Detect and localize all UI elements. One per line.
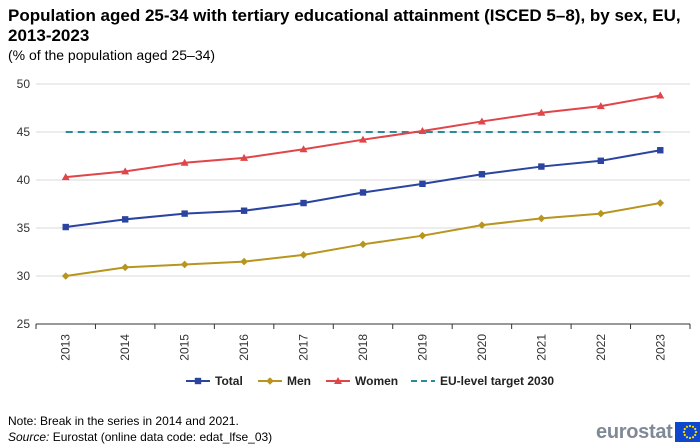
men-line: [65, 202, 661, 277]
total-point: [62, 223, 69, 231]
total-point: [538, 163, 545, 170]
x-tick-label: 2014: [118, 334, 132, 361]
x-tick-label: 2022: [594, 334, 608, 361]
line-chart: 25 30 35 40 45 50 2013 2014 2015 2016 2017 2018 2019…: [17, 77, 691, 388]
men-point: [418, 231, 427, 240]
women-point: [477, 117, 486, 125]
men-point: [61, 272, 70, 280]
total-point: [121, 216, 129, 223]
footnote: Note: Break in the series in 2014 and 20…: [8, 414, 239, 428]
total-point: [181, 210, 188, 217]
y-tick-label: 50: [17, 77, 31, 91]
women-point: [418, 127, 427, 135]
y-tick-label: 35: [17, 221, 31, 235]
legend-men-label: Men: [287, 374, 311, 388]
women-point: [240, 153, 249, 161]
men-point: [537, 214, 546, 223]
y-tick-label: 40: [17, 173, 31, 187]
legend-men-point: [266, 377, 274, 385]
men-point: [240, 257, 248, 266]
y-tick-label: 30: [17, 269, 31, 283]
women-point: [299, 145, 308, 153]
men-point: [299, 251, 308, 259]
y-tick-label: 25: [17, 317, 31, 331]
men-point: [478, 221, 486, 229]
x-tick-label: 2017: [297, 334, 311, 361]
women-point: [359, 135, 367, 143]
legend-total-point: [194, 377, 202, 385]
x-tick-label: 2018: [356, 334, 370, 361]
x-tick-label: 2019: [415, 334, 429, 361]
legend-total-label: Total: [215, 374, 243, 388]
men-point: [121, 263, 129, 272]
total-point: [478, 171, 486, 178]
men-point: [359, 240, 367, 249]
legend-women-point: [334, 377, 342, 384]
total-point: [240, 207, 248, 214]
women-point: [121, 167, 130, 175]
x-tick-label: 2021: [534, 334, 548, 361]
x-tick-label: 2020: [475, 334, 489, 361]
women-point: [61, 173, 70, 181]
source-label: Source:: [8, 430, 50, 444]
y-tick-label: 45: [17, 125, 31, 139]
x-tick-label: 2015: [178, 334, 192, 361]
chart-title: Population aged 25-34 with tertiary educ…: [8, 6, 681, 45]
total-point: [359, 189, 367, 196]
total-point: [419, 180, 426, 188]
eurostat-logo: eurostat: [596, 420, 700, 444]
legend-eu-level-target-2030-label: EU-level target 2030: [440, 374, 554, 388]
total-point: [657, 147, 664, 154]
x-tick-label: 2013: [59, 334, 73, 361]
women-point: [656, 91, 665, 99]
women-point: [537, 108, 546, 116]
source-text: Eurostat (online data code: edat_lfse_03…: [49, 430, 273, 444]
women-point: [180, 158, 189, 166]
men-point: [180, 260, 189, 269]
x-tick-label: 2016: [237, 334, 251, 361]
x-tick-label: 2023: [653, 334, 667, 361]
eu-flag-icon: [674, 422, 700, 442]
source-line: Source: Eurostat (online data code: edat…: [8, 430, 272, 444]
legend-women-label: Women: [355, 374, 398, 388]
men-point: [656, 199, 665, 207]
logo-text: eurostat: [596, 420, 673, 443]
men-point: [597, 209, 605, 218]
women-point: [596, 102, 605, 110]
total-point: [300, 199, 307, 207]
total-point: [597, 157, 605, 164]
chart-subtitle: (% of the population aged 25–34): [8, 47, 216, 63]
